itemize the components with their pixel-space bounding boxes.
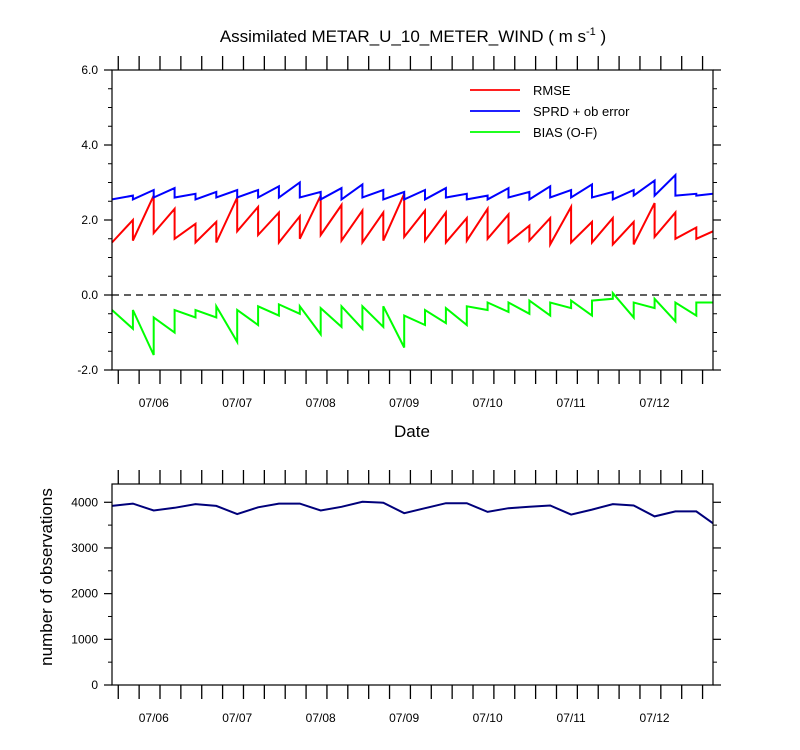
x-tick-label: 07/06 [139, 711, 169, 725]
x-tick-label: 07/11 [557, 396, 586, 410]
legend-label-bias-o-f: BIAS (O-F) [533, 125, 597, 140]
title-end: ) [596, 27, 606, 46]
x-tick-label: 07/09 [389, 711, 419, 725]
x-tick-label: 07/12 [640, 396, 670, 410]
series-line-bias-o-f [111, 290, 713, 356]
y-tick-label: 4.0 [81, 138, 98, 152]
x-tick-label: 07/11 [557, 711, 586, 725]
x-tick-label: 07/09 [389, 396, 419, 410]
rmse-spread-bias-panel: Assimilated METAR_U_10_METER_WIND ( m s-… [77, 26, 721, 441]
y-tick-label: -2.0 [77, 363, 98, 377]
x-tick-label: 07/12 [640, 711, 670, 725]
x-axis-label: Date [394, 422, 430, 441]
y-tick-label: 3000 [71, 541, 98, 555]
x-tick-label: 07/07 [222, 396, 252, 410]
y-tick-label: 0 [91, 678, 98, 692]
y-tick-label: 0.0 [81, 288, 98, 302]
y-tick-label: 4000 [71, 495, 98, 509]
y-tick-label: 1000 [71, 632, 98, 646]
x-tick-label: 07/07 [222, 711, 252, 725]
legend-label-rmse: RMSE [533, 83, 571, 98]
series-line-rmse [111, 193, 714, 249]
x-tick-label: 07/08 [306, 396, 336, 410]
series-line-sprd-ob-error [111, 172, 714, 202]
x-tick-label: 07/06 [139, 396, 169, 410]
legend-label-sprd-ob-error: SPRD + ob error [533, 104, 630, 119]
y-tick-label: 2000 [71, 587, 98, 601]
x-tick-label: 07/08 [306, 711, 336, 725]
series-line-observations [111, 500, 714, 525]
x-tick-label: 07/10 [473, 396, 503, 410]
y-axis-label: number of observations [37, 488, 56, 666]
plot-frame [111, 69, 714, 371]
y-tick-label: 6.0 [81, 63, 98, 77]
observation-count-panel: 0 1000 2000 3000 4000 07/06 07/07 07/08 07/09 07/… [37, 470, 721, 725]
chart-title: Assimilated METAR_U_10_METER_WIND ( m s-… [220, 26, 606, 46]
title-superscript: -1 [586, 26, 596, 38]
y-tick-label: 2.0 [81, 213, 98, 227]
plot-frame-bottom [111, 483, 714, 686]
x-tick-label: 07/10 [473, 711, 503, 725]
legend: RMSE SPRD + ob error BIAS (O-F) [470, 83, 630, 140]
